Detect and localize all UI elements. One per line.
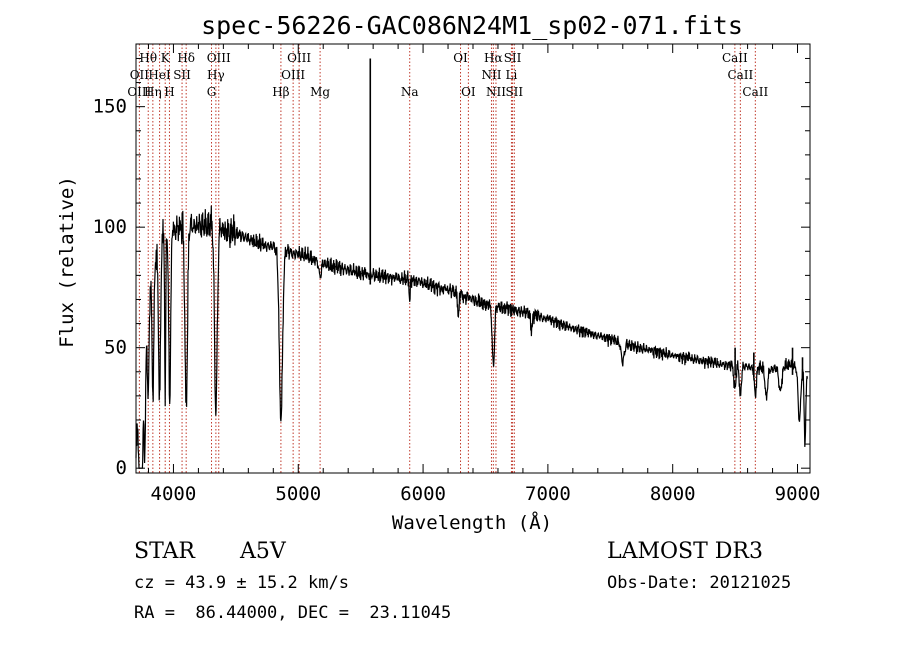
line-label: OIII: [281, 68, 305, 82]
object-subclass: A5V: [240, 539, 286, 564]
x-tick-label: 4000: [151, 483, 197, 505]
line-label: Hη: [144, 85, 162, 99]
line-label: NII: [486, 85, 506, 99]
line-label: Mg: [310, 85, 330, 99]
object-class: STAR: [134, 539, 195, 564]
y-tick-label: 0: [116, 457, 127, 479]
survey-name: LAMOST DR3: [607, 539, 763, 564]
tick-labels: 4000 5000 6000 7000 8000 9000 0 50 100 150: [93, 96, 821, 505]
spectrum-layer: [135, 58, 808, 469]
coordinates-readout: RA = 86.44000, DEC = 23.11045: [134, 603, 452, 623]
line-label: SII: [504, 51, 522, 65]
line-label: OIII: [287, 51, 311, 65]
line-label: CaII: [722, 51, 748, 65]
axis-ticks: [136, 44, 810, 473]
x-tick-label: 6000: [400, 483, 446, 505]
plot-frame: [135, 43, 811, 474]
line-label: K: [161, 51, 171, 65]
y-tick-label: 150: [93, 96, 127, 118]
x-axis-label: Wavelength (Å): [392, 511, 552, 534]
x-tick-label: 9000: [775, 483, 821, 505]
line-label: Hα: [484, 51, 503, 65]
y-tick-label: 100: [93, 216, 127, 238]
line-label: Hδ: [177, 51, 195, 65]
line-label: OI: [453, 51, 468, 65]
line-label: HeI: [148, 68, 171, 82]
line-label: Hβ: [272, 85, 289, 99]
line-label: OIII: [127, 85, 151, 99]
y-axis-label: Flux (relative): [56, 176, 78, 348]
line-label: G: [207, 85, 217, 99]
x-tick-label: 7000: [525, 483, 571, 505]
line-label: OIII: [207, 51, 231, 65]
line-label: H: [164, 85, 174, 99]
redshift-readout: cz = 43.9 ± 15.2 km/s: [134, 573, 349, 593]
line-label: Hγ: [207, 68, 225, 82]
line-markers: [138, 44, 756, 473]
line-label: SII: [505, 85, 523, 99]
spectrum-line: [135, 205, 808, 469]
line-label: NII: [481, 68, 501, 82]
x-tick-label: 8000: [650, 483, 696, 505]
x-tick-label: 5000: [275, 483, 321, 505]
line-label: OII: [130, 68, 150, 82]
line-label: Hθ: [139, 51, 157, 65]
line-label: SII: [173, 68, 191, 82]
line-label: Li: [506, 68, 518, 82]
obs-date: Obs-Date: 20121025: [607, 573, 792, 593]
line-label: CaII: [727, 68, 753, 82]
y-tick-label: 50: [104, 337, 127, 359]
line-label: Na: [401, 85, 419, 99]
line-label: OI: [461, 85, 476, 99]
line-label: CaII: [742, 85, 768, 99]
chart-title: spec-56226-GAC086N24M1_sp02-071.fits: [201, 11, 743, 40]
